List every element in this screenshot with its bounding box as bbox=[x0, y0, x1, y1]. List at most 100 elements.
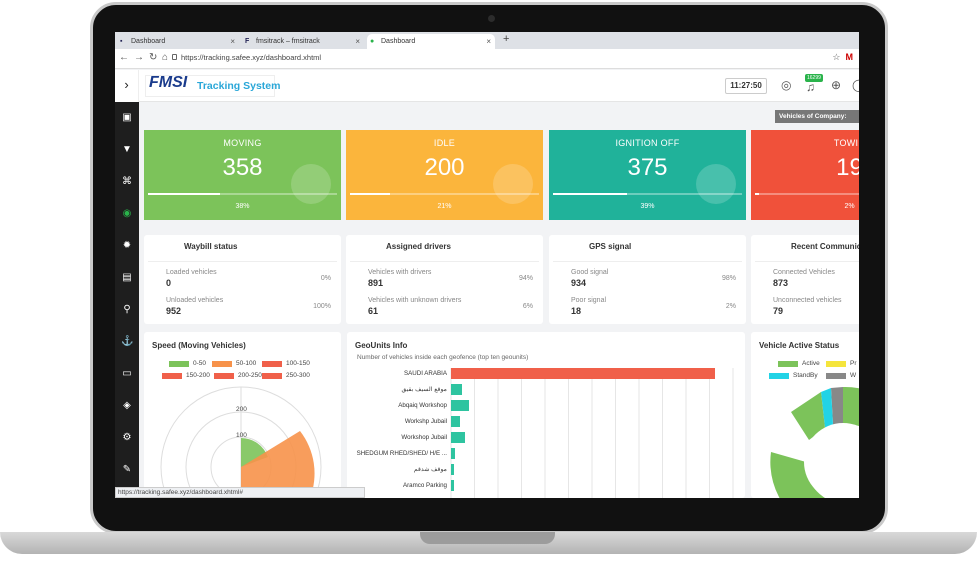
stat-percent: 39% bbox=[640, 203, 655, 210]
stat-tile-idle[interactable]: IDLE 200 21% bbox=[346, 130, 543, 220]
card-title: Assigned drivers bbox=[386, 242, 451, 251]
stat-progress bbox=[553, 193, 742, 195]
browser-tab[interactable]: ▪ Dashboard × bbox=[117, 34, 239, 49]
geo-category-label: SAUDI ARABIA bbox=[404, 370, 447, 377]
stat-value: 200 bbox=[424, 154, 465, 181]
card-title: GPS signal bbox=[589, 242, 632, 251]
monitor-icon[interactable]: ▣ bbox=[122, 112, 132, 123]
legend-label: 0-50 bbox=[193, 360, 207, 367]
globe-favicon-icon: ● bbox=[370, 38, 375, 45]
card-row-value: 873 bbox=[773, 278, 789, 288]
card-title: Recent Communica bbox=[791, 242, 859, 251]
notification-badge: 16299 bbox=[805, 74, 823, 82]
stat-percent: 21% bbox=[437, 203, 452, 210]
legend-label: Active bbox=[802, 360, 820, 367]
geo-category-label: موقف شدقم bbox=[413, 466, 447, 473]
clipboard-icon[interactable]: ▤ bbox=[122, 272, 132, 283]
close-icon[interactable]: × bbox=[355, 37, 360, 46]
speed-panel: Speed (Moving Vehicles) 0-50 50-100 100-15… bbox=[144, 332, 341, 498]
divider bbox=[350, 261, 539, 262]
card-row-percent: 0% bbox=[320, 275, 331, 282]
geo-category-label: Workshop Jubail bbox=[401, 434, 447, 441]
radar-tick: 200 bbox=[236, 406, 247, 413]
stat-progress-fill bbox=[755, 193, 759, 195]
geo-bar[interactable] bbox=[451, 432, 466, 443]
gears-icon[interactable]: ⚙ bbox=[122, 432, 132, 443]
geounits-panel: GeoUnits Info Number of vehicles inside … bbox=[347, 332, 745, 498]
geo-bar[interactable] bbox=[451, 384, 462, 395]
filter-icon[interactable]: ▼ bbox=[122, 144, 132, 155]
stat-tile-ignition-off[interactable]: IGNITION OFF 375 39% bbox=[549, 130, 746, 220]
stat-percent: 38% bbox=[235, 203, 250, 210]
gamepad-icon[interactable]: ▭ bbox=[122, 368, 132, 379]
logo-box bbox=[145, 75, 275, 97]
stat-tile-moving[interactable]: MOVING 358 38% bbox=[144, 130, 341, 220]
vehicle-status-donut bbox=[770, 386, 859, 498]
antenna-icon: ♆ bbox=[764, 238, 774, 250]
geo-bar[interactable] bbox=[451, 400, 469, 411]
browser-status-bar: https://tracking.safee.xyz/dashboard.xht… bbox=[115, 487, 365, 498]
side-nav: ▣ ▼ ⌘ ◉ ✹ ▤ ⚲ ⚓ ▭ ◈ ⚙ ✎ bbox=[115, 102, 139, 498]
f-favicon-icon: F bbox=[245, 38, 250, 45]
close-icon[interactable]: × bbox=[486, 37, 491, 46]
bell-icon[interactable]: ♫ bbox=[806, 80, 815, 94]
legend-swatch bbox=[826, 361, 846, 367]
geo-bar[interactable] bbox=[451, 416, 460, 427]
forward-icon[interactable]: → bbox=[134, 52, 144, 63]
company-filter[interactable]: Vehicles of Company: bbox=[775, 110, 859, 123]
card-row-label: Poor signal bbox=[571, 297, 607, 304]
map-pin-icon[interactable]: ◈ bbox=[123, 400, 131, 411]
id-card-icon: ▤ bbox=[358, 238, 370, 250]
address-bar: ← → ↻ ⌂ https://tracking.safee.xyz/dashb… bbox=[115, 49, 859, 69]
legend-label: 200-250 bbox=[238, 372, 262, 379]
geo-bar[interactable] bbox=[451, 368, 715, 379]
card-row-value: 79 bbox=[773, 306, 784, 316]
legend-swatch bbox=[778, 361, 798, 367]
home-icon[interactable]: ⌂ bbox=[162, 52, 169, 63]
back-icon[interactable]: ← bbox=[119, 52, 129, 63]
geo-bar[interactable] bbox=[451, 448, 455, 459]
webcam bbox=[488, 15, 495, 22]
card-row-percent: 6% bbox=[522, 303, 533, 310]
lifebuoy-icon[interactable]: ◎ bbox=[781, 78, 792, 92]
star-icon[interactable]: ☆ M bbox=[832, 52, 853, 62]
wrench-icon[interactable]: ✎ bbox=[122, 464, 132, 475]
card-row-value: 952 bbox=[166, 306, 182, 316]
url-field[interactable]: https://tracking.safee.xyz/dashboard.xht… bbox=[181, 53, 322, 62]
stat-progress-fill bbox=[148, 193, 220, 195]
truck-icon bbox=[493, 164, 533, 204]
user-icon[interactable]: ◯ bbox=[852, 78, 859, 92]
fmsi-favicon-icon: ▪ bbox=[120, 38, 123, 45]
card-row-label: Vehicles with drivers bbox=[368, 269, 432, 276]
geo-category-label: Aramco Parking bbox=[402, 482, 447, 489]
new-tab-icon[interactable]: + bbox=[503, 33, 510, 45]
satellite-icon: ◔ bbox=[563, 238, 571, 250]
stat-tile-towin[interactable]: TOWIN 19 2% bbox=[751, 130, 859, 220]
close-icon[interactable]: × bbox=[230, 37, 235, 46]
menu-toggle-icon[interactable]: › bbox=[115, 70, 139, 102]
globe-icon[interactable]: ⊕ bbox=[831, 78, 842, 92]
geo-bar[interactable] bbox=[451, 464, 454, 475]
anchor-icon[interactable]: ⚓ bbox=[121, 336, 134, 347]
geo-bar[interactable] bbox=[451, 480, 454, 491]
card-row-percent: 100% bbox=[313, 303, 331, 310]
stat-progress bbox=[148, 193, 337, 195]
stat-value: 358 bbox=[222, 154, 263, 181]
geo-category-label: Workshp Jubail bbox=[404, 418, 447, 425]
search-icon[interactable]: ⚲ bbox=[123, 304, 131, 315]
bug-icon[interactable]: ✹ bbox=[122, 240, 132, 251]
legend-label: StandBy bbox=[793, 372, 818, 379]
route-icon[interactable]: ⌘ bbox=[122, 176, 132, 187]
geounits-title: GeoUnits Info bbox=[355, 341, 408, 350]
browser-tab-active[interactable]: ● Dashboard × bbox=[367, 34, 495, 49]
legend-swatch bbox=[262, 361, 282, 367]
browser-tab[interactable]: F fmsitrack – fmsitrack × bbox=[242, 34, 364, 49]
stat-value: 19 bbox=[836, 154, 859, 181]
dashboard-icon[interactable]: ◉ bbox=[122, 208, 132, 219]
laptop-notch bbox=[420, 532, 555, 544]
legend-label: Pr bbox=[850, 360, 857, 367]
reload-icon[interactable]: ↻ bbox=[149, 52, 158, 63]
stat-label: IGNITION OFF bbox=[615, 138, 680, 148]
info-card: ♆ Recent Communica Connected Vehicles 873 Un… bbox=[751, 235, 859, 324]
